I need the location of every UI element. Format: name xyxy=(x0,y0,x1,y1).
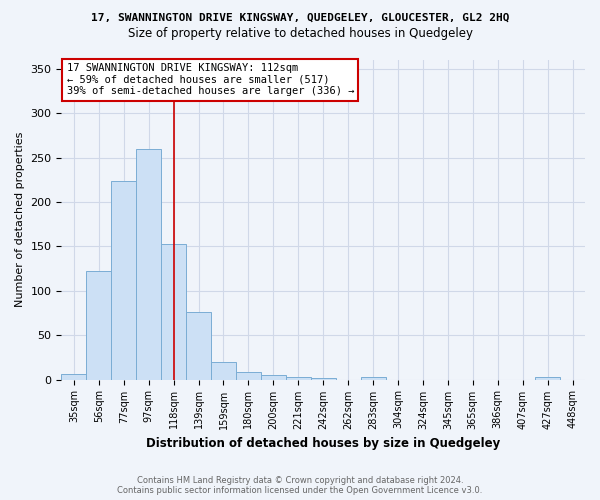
Text: Size of property relative to detached houses in Quedgeley: Size of property relative to detached ho… xyxy=(128,28,473,40)
Bar xyxy=(211,362,236,380)
Bar xyxy=(161,244,186,380)
Bar xyxy=(261,375,286,380)
Text: 17, SWANNINGTON DRIVE KINGSWAY, QUEDGELEY, GLOUCESTER, GL2 2HQ: 17, SWANNINGTON DRIVE KINGSWAY, QUEDGELE… xyxy=(91,12,509,22)
Bar xyxy=(311,378,335,380)
Bar xyxy=(236,372,261,380)
Bar xyxy=(286,377,311,380)
Bar xyxy=(186,312,211,380)
X-axis label: Distribution of detached houses by size in Quedgeley: Distribution of detached houses by size … xyxy=(146,437,500,450)
Bar xyxy=(86,272,111,380)
Bar xyxy=(136,149,161,380)
Text: 17 SWANNINGTON DRIVE KINGSWAY: 112sqm
← 59% of detached houses are smaller (517): 17 SWANNINGTON DRIVE KINGSWAY: 112sqm ← … xyxy=(67,63,354,96)
Bar xyxy=(61,374,86,380)
Y-axis label: Number of detached properties: Number of detached properties xyxy=(15,132,25,308)
Bar xyxy=(111,180,136,380)
Text: Contains HM Land Registry data © Crown copyright and database right 2024.
Contai: Contains HM Land Registry data © Crown c… xyxy=(118,476,482,495)
Bar xyxy=(535,377,560,380)
Bar xyxy=(361,377,386,380)
